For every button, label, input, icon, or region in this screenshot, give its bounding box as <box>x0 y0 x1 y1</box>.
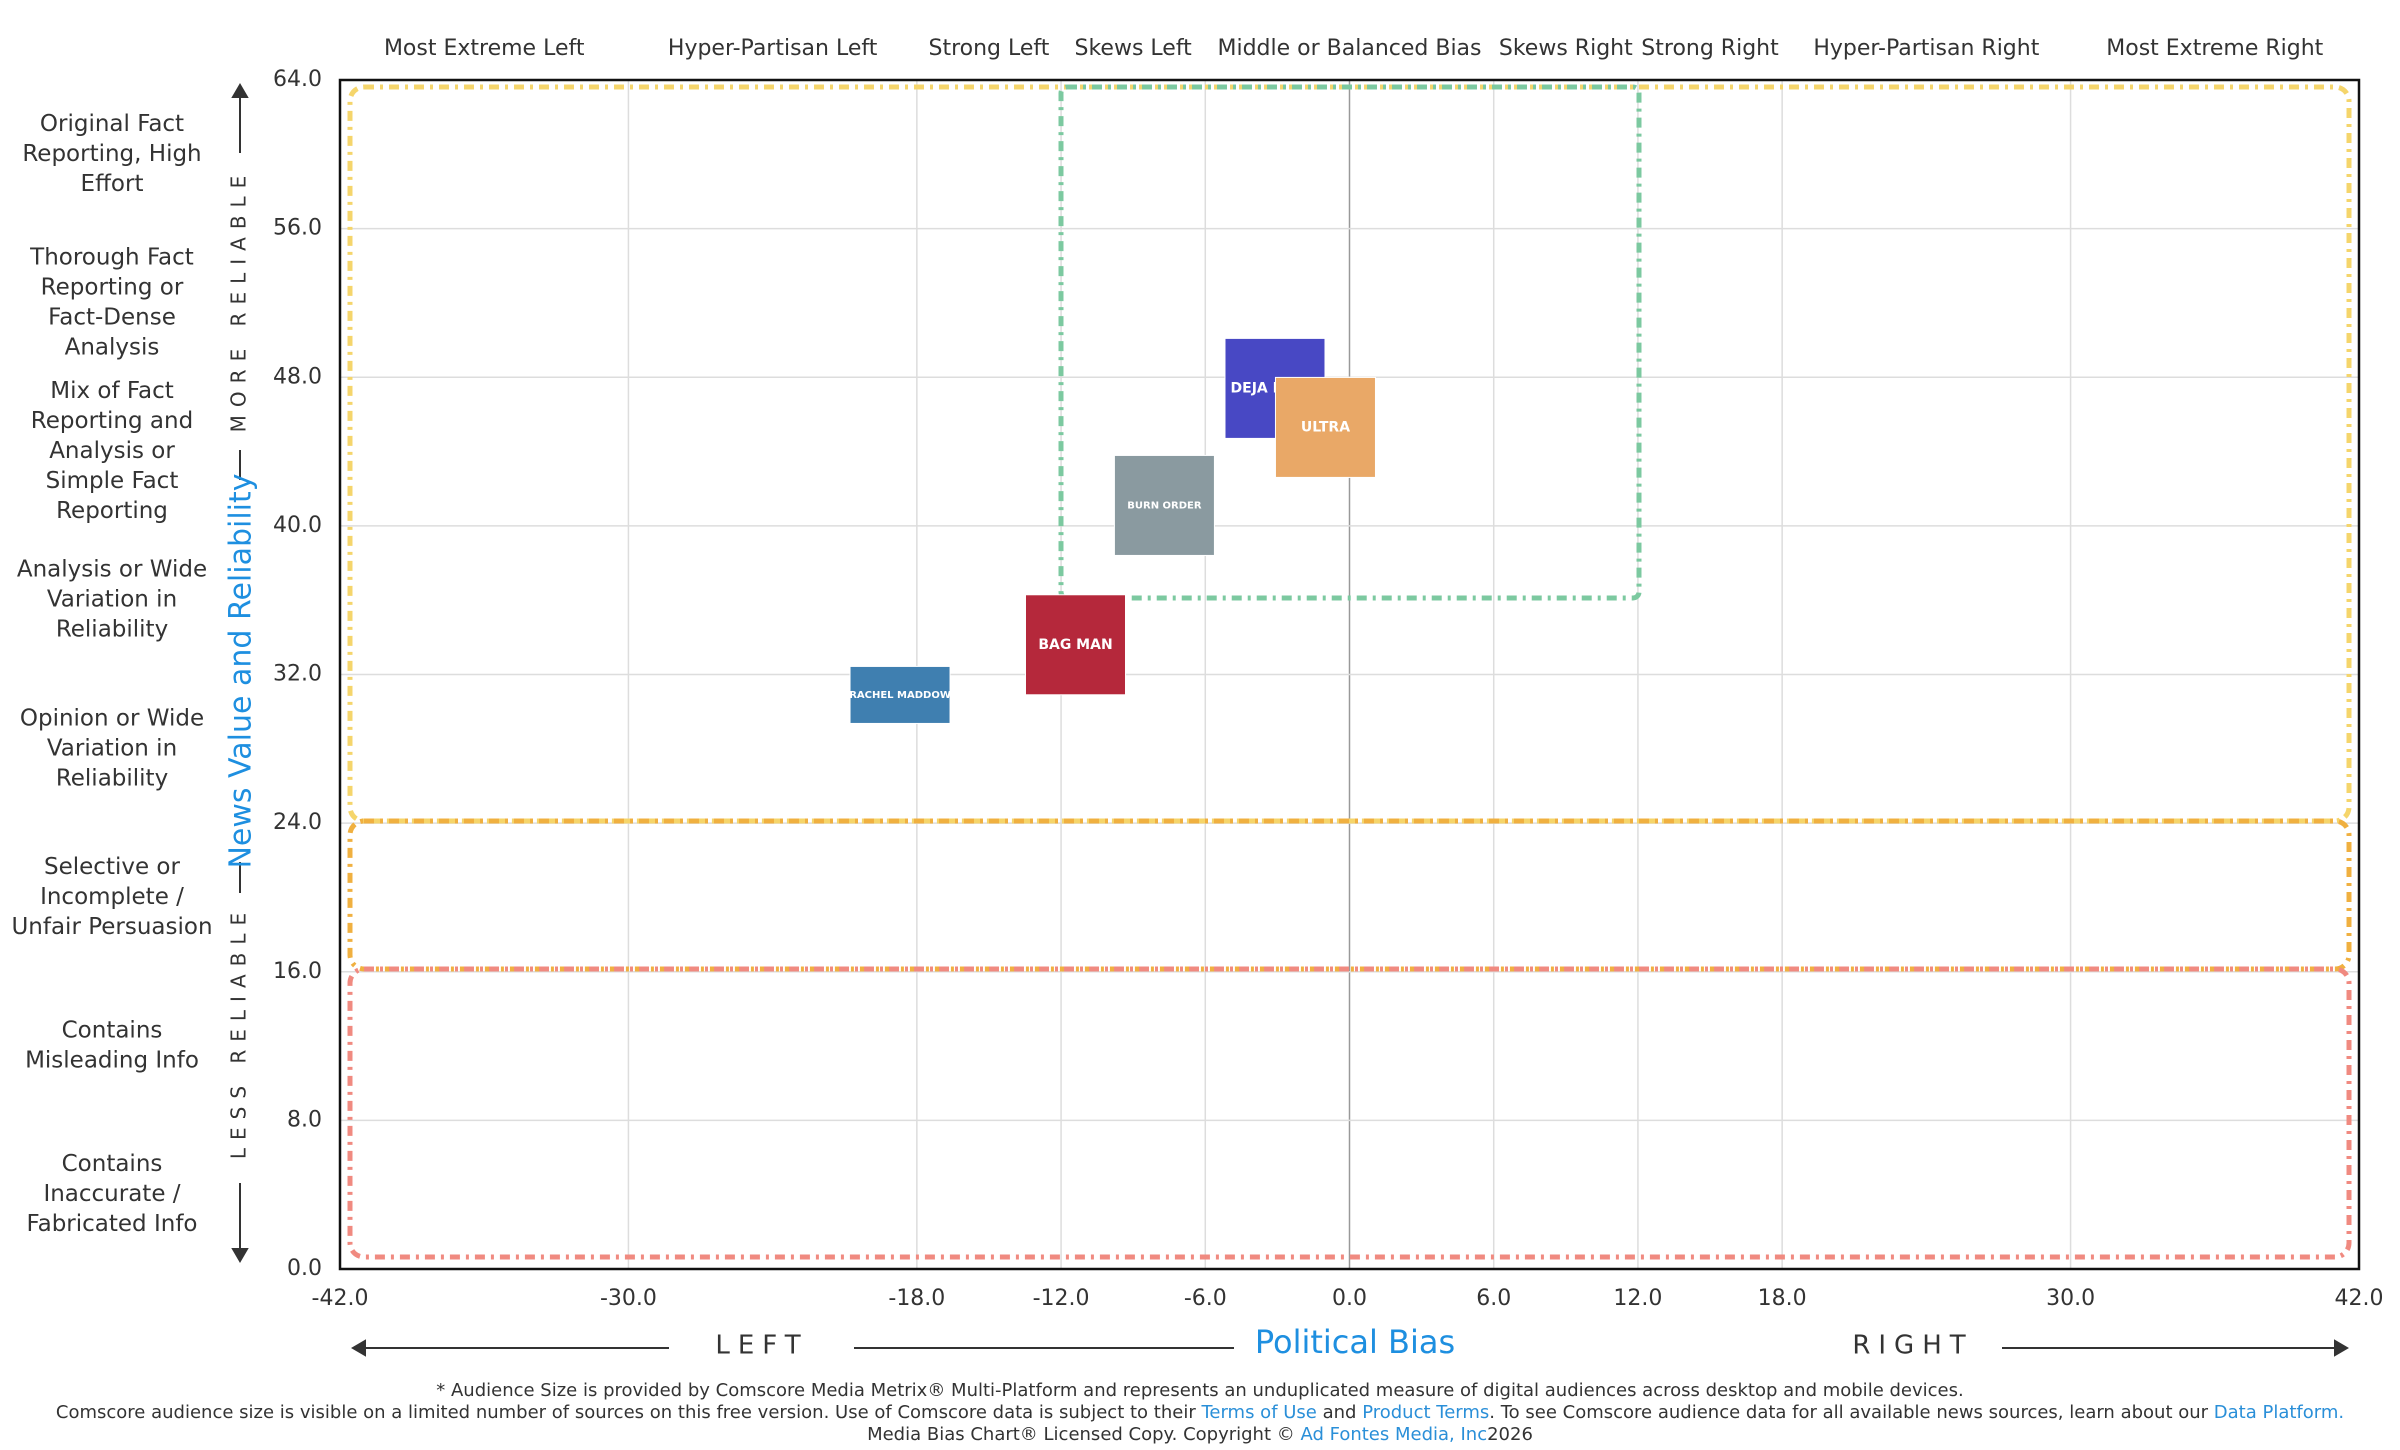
point-label: ULTRA <box>1301 419 1350 435</box>
bias-category: Skews Left <box>1075 36 1193 61</box>
footnote-text: Comscore audience size is visible on a l… <box>56 1402 1202 1423</box>
bias-category: Skews Right <box>1499 36 1633 61</box>
x-tick-label: -18.0 <box>888 1286 945 1311</box>
point-label: BURN ORDER <box>1127 500 1202 511</box>
x-tick-label: -12.0 <box>1033 1286 1090 1311</box>
reliability-category: Opinion or Wide <box>20 705 204 731</box>
source-thumbnail: BURN ORDER <box>1113 454 1215 556</box>
reliability-label: MORE RELIABLE <box>227 168 251 433</box>
reliability-category: Original Fact <box>40 111 184 137</box>
arrow-head <box>2334 1339 2349 1357</box>
y-axis-title: News Value and Reliability <box>224 473 259 868</box>
direction-label: LEFT <box>715 1331 808 1361</box>
direction-label: RIGHT <box>1852 1331 1973 1361</box>
grid <box>339 79 2360 1270</box>
x-tick-label: 6.0 <box>1476 1286 1511 1311</box>
reliability-category: Simple Fact <box>46 468 179 494</box>
x-tick-label: 42.0 <box>2335 1286 2384 1311</box>
bias-category: Most Extreme Left <box>384 36 585 61</box>
reliability-category: Fabricated Info <box>26 1211 197 1237</box>
link[interactable]: Ad Fontes Media, Inc <box>1300 1424 1487 1445</box>
reliability-category: Contains <box>62 1018 163 1044</box>
reliability-category: Effort <box>81 171 144 197</box>
region-box <box>1058 84 1642 601</box>
footnote-text: 2026 <box>1487 1424 1533 1445</box>
y-tick-label: 0.0 <box>287 1256 322 1281</box>
reliability-category: Contains <box>62 1151 163 1177</box>
data-point <box>1274 376 1376 478</box>
x-tick-label: 0.0 <box>1332 1286 1367 1311</box>
arrow-head <box>351 1339 366 1357</box>
regions <box>347 84 2352 1260</box>
plot-border <box>338 78 2361 1271</box>
footnote-text: Media Bias Chart® Licensed Copy. Copyrig… <box>867 1424 1300 1445</box>
source-thumbnail: ULTRA <box>1274 376 1376 478</box>
y-tick-label: 48.0 <box>273 364 322 389</box>
bias-category: Middle or Balanced Bias <box>1217 36 1481 61</box>
region-box <box>347 818 2352 972</box>
reliability-category: Reporting and <box>31 408 193 434</box>
reliability-category: Reliability <box>56 617 168 643</box>
link[interactable]: Terms of Use <box>1200 1402 1316 1423</box>
bias-category: Strong Right <box>1641 36 1779 61</box>
reliability-category: Unfair Persuasion <box>11 914 212 940</box>
x-tick-label: 12.0 <box>1613 1286 1662 1311</box>
footnote: Media Bias Chart® Licensed Copy. Copyrig… <box>867 1424 1533 1445</box>
reliability-category: Reporting, High <box>22 141 201 167</box>
x-tick-label: -6.0 <box>1184 1286 1227 1311</box>
arrow-head <box>231 83 249 98</box>
reliability-category: Selective or <box>44 854 180 880</box>
y-tick-label: 32.0 <box>273 662 322 687</box>
source-thumbnail: BAG MAN <box>1024 594 1126 696</box>
bias-category: Strong Left <box>929 36 1050 61</box>
link[interactable]: Data Platform. <box>2214 1402 2344 1423</box>
x-tick-label: -30.0 <box>600 1286 657 1311</box>
reliability-category: Mix of Fact <box>50 378 174 404</box>
link[interactable]: Product Terms <box>1362 1402 1489 1423</box>
reliability-category: Incomplete / <box>40 884 184 910</box>
reliability-category: Reporting <box>56 498 168 524</box>
point-label: RACHEL MADDOW <box>849 690 951 701</box>
x-axis-title: Political Bias <box>1255 1323 1455 1361</box>
bias-category: Most Extreme Right <box>2106 36 2323 61</box>
x-tick-label: 30.0 <box>2046 1286 2095 1311</box>
footnote: * Audience Size is provided by Comscore … <box>436 1380 1963 1401</box>
reliability-category: Inaccurate / <box>43 1181 180 1207</box>
region-box <box>347 84 2352 824</box>
x-tick-label: -42.0 <box>312 1286 369 1311</box>
data-point <box>1024 594 1126 696</box>
point-label: BAG MAN <box>1038 637 1112 653</box>
bias-category: Hyper-Partisan Left <box>668 36 878 61</box>
y-tick-label: 56.0 <box>273 216 322 241</box>
reliability-category: Variation in <box>47 587 177 613</box>
reliability-category: Thorough Fact <box>29 244 194 270</box>
reliability-label: LESS RELIABLE <box>227 905 251 1159</box>
arrows <box>231 83 2349 1357</box>
arrow-head <box>231 1248 249 1263</box>
data-point <box>1113 454 1215 556</box>
reliability-category: Fact-Dense <box>48 304 176 330</box>
footnote: Comscore audience size is visible on a l… <box>56 1402 2344 1423</box>
y-tick-label: 24.0 <box>273 810 322 835</box>
bias-category: Hyper-Partisan Right <box>1813 36 2039 61</box>
y-tick-label: 16.0 <box>273 959 322 984</box>
reliability-category: Variation in <box>47 735 177 761</box>
reliability-category: Misleading Info <box>25 1048 199 1074</box>
reliability-category: Reliability <box>56 765 168 791</box>
data-point <box>849 665 951 724</box>
reliability-category: Analysis <box>65 334 160 360</box>
footnote-text: and <box>1317 1402 1362 1423</box>
source-thumbnail: RACHEL MADDOW <box>849 665 951 724</box>
x-tick-label: 18.0 <box>1758 1286 1807 1311</box>
footnote-text: . To see Comscore audience data for all … <box>1489 1402 2213 1423</box>
y-tick-label: 40.0 <box>273 513 322 538</box>
reliability-category: Reporting or <box>41 274 184 300</box>
reliability-category: Analysis or Wide <box>17 557 207 583</box>
y-tick-label: 8.0 <box>287 1107 322 1132</box>
y-tick-label: 64.0 <box>273 67 322 92</box>
reliability-category: Analysis or <box>49 438 175 464</box>
